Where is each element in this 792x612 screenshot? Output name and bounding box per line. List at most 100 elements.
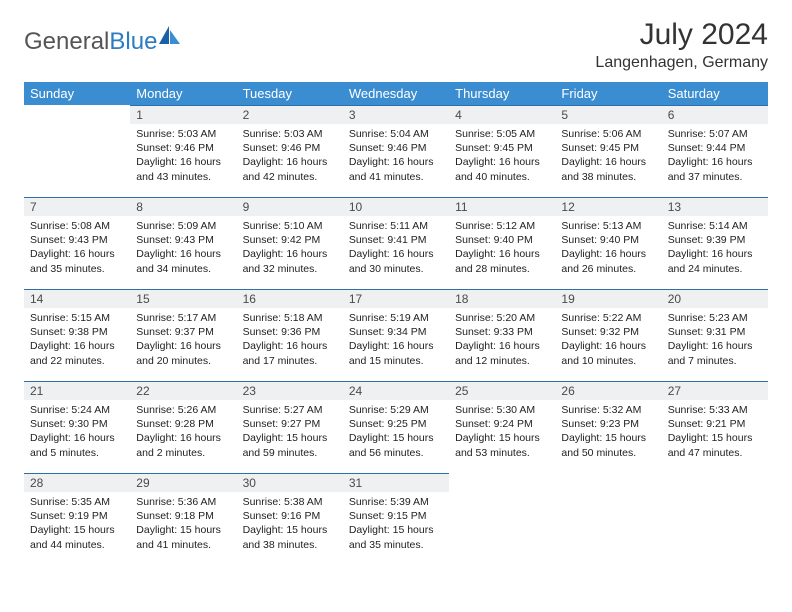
daylight-text: Daylight: 16 hours and 42 minutes. xyxy=(243,155,337,183)
sunrise-text: Sunrise: 5:24 AM xyxy=(30,403,124,417)
day-number: 26 xyxy=(555,381,661,400)
daylight-text: Daylight: 16 hours and 22 minutes. xyxy=(30,339,124,367)
sunrise-text: Sunrise: 5:26 AM xyxy=(136,403,230,417)
daylight-text: Daylight: 15 hours and 38 minutes. xyxy=(243,523,337,551)
day-details: Sunrise: 5:14 AMSunset: 9:39 PMDaylight:… xyxy=(662,216,768,280)
brand-part1: General xyxy=(24,28,109,55)
calendar-day-cell: 1Sunrise: 5:03 AMSunset: 9:46 PMDaylight… xyxy=(130,105,236,197)
calendar-day-cell: 29Sunrise: 5:36 AMSunset: 9:18 PMDayligh… xyxy=(130,473,236,565)
day-number: 12 xyxy=(555,197,661,216)
sunrise-text: Sunrise: 5:09 AM xyxy=(136,219,230,233)
sunset-text: Sunset: 9:34 PM xyxy=(349,325,443,339)
sunrise-text: Sunrise: 5:20 AM xyxy=(455,311,549,325)
day-number: 30 xyxy=(237,473,343,492)
daylight-text: Daylight: 16 hours and 41 minutes. xyxy=(349,155,443,183)
sunset-text: Sunset: 9:30 PM xyxy=(30,417,124,431)
calendar-day-cell: 23Sunrise: 5:27 AMSunset: 9:27 PMDayligh… xyxy=(237,381,343,473)
day-details: Sunrise: 5:04 AMSunset: 9:46 PMDaylight:… xyxy=(343,124,449,188)
day-number: 21 xyxy=(24,381,130,400)
calendar-week-row: 21 Sunrise: 5:24 AMSunset: 9:30 PM Dayligh… xyxy=(24,381,768,473)
calendar-page: GeneralBlue July 2024 Langenhagen, Germa… xyxy=(0,0,792,583)
day-details: Sunrise: 5:06 AMSunset: 9:45 PMDaylight:… xyxy=(555,124,661,188)
calendar-day-cell: 19Sunrise: 5:22 AMSunset: 9:32 PMDayligh… xyxy=(555,289,661,381)
day-header: Friday xyxy=(555,82,661,105)
day-number: 10 xyxy=(343,197,449,216)
page-location: Langenhagen, Germany xyxy=(595,54,768,72)
calendar-day-cell: 6Sunrise: 5:07 AMSunset: 9:44 PMDaylight… xyxy=(662,105,768,197)
sunset-text: Sunset: 9:16 PM xyxy=(243,509,337,523)
calendar-day-cell: 14Sunrise: 5:15 AMSunset: 9:38 PMDayligh… xyxy=(24,289,130,381)
sunrise-text: Sunrise: 5:19 AM xyxy=(349,311,443,325)
sunrise-text: Sunrise: 5:15 AM xyxy=(30,311,124,325)
calendar-day-cell: 22Sunrise: 5:26 AMSunset: 9:28 PMDayligh… xyxy=(130,381,236,473)
calendar-header-row: Sunday Monday Tuesday Wednesday Thursday… xyxy=(24,82,768,105)
sunset-text: Sunset: 9:31 PM xyxy=(668,325,762,339)
calendar-day-cell: 10Sunrise: 5:11 AMSunset: 9:41 PMDayligh… xyxy=(343,197,449,289)
calendar-day-cell: 2Sunrise: 5:03 AMSunset: 9:46 PMDaylight… xyxy=(237,105,343,197)
sunset-text: Sunset: 9:15 PM xyxy=(349,509,443,523)
sunrise-text: Sunrise: 5:36 AM xyxy=(136,495,230,509)
calendar-day-cell xyxy=(449,473,555,565)
daylight-text: Daylight: 16 hours and 35 minutes. xyxy=(30,247,124,275)
sunset-text: Sunset: 9:28 PM xyxy=(136,417,230,431)
daylight-text: Daylight: 15 hours and 44 minutes. xyxy=(30,523,124,551)
calendar-day-cell: 8Sunrise: 5:09 AMSunset: 9:43 PMDaylight… xyxy=(130,197,236,289)
daylight-text: Daylight: 15 hours and 59 minutes. xyxy=(243,431,337,459)
sunset-text: Sunset: 9:19 PM xyxy=(30,509,124,523)
daylight-text: Daylight: 16 hours and 20 minutes. xyxy=(136,339,230,367)
calendar-week-row: 28Sunrise: 5:35 AMSunset: 9:19 PMDayligh… xyxy=(24,473,768,565)
day-number: 18 xyxy=(449,289,555,308)
calendar-table: Sunday Monday Tuesday Wednesday Thursday… xyxy=(24,82,768,565)
daylight-text: Daylight: 16 hours and 37 minutes. xyxy=(668,155,762,183)
calendar-week-row: 1Sunrise: 5:03 AMSunset: 9:46 PMDaylight… xyxy=(24,105,768,197)
day-number: 6 xyxy=(662,105,768,124)
day-header: Tuesday xyxy=(237,82,343,105)
day-number: 20 xyxy=(662,289,768,308)
sunrise-text: Sunrise: 5:05 AM xyxy=(455,127,549,141)
day-header: Monday xyxy=(130,82,236,105)
day-details: Sunrise: 5:26 AMSunset: 9:28 PMDaylight:… xyxy=(130,400,236,464)
sunset-text: Sunset: 9:27 PM xyxy=(243,417,337,431)
daylight-text: Daylight: 16 hours and 32 minutes. xyxy=(243,247,337,275)
day-details: Sunrise: 5:20 AMSunset: 9:33 PMDaylight:… xyxy=(449,308,555,372)
sunrise-text: Sunrise: 5:07 AM xyxy=(668,127,762,141)
daylight-text: Daylight: 16 hours and 38 minutes. xyxy=(561,155,655,183)
calendar-day-cell: 28Sunrise: 5:35 AMSunset: 9:19 PMDayligh… xyxy=(24,473,130,565)
calendar-week-row: 7Sunrise: 5:08 AMSunset: 9:43 PMDaylight… xyxy=(24,197,768,289)
day-number: 24 xyxy=(343,381,449,400)
sunset-text: Sunset: 9:41 PM xyxy=(349,233,443,247)
day-number: 17 xyxy=(343,289,449,308)
day-details: Sunrise: 5:33 AMSunset: 9:21 PMDaylight:… xyxy=(662,400,768,464)
calendar-day-cell: 13Sunrise: 5:14 AMSunset: 9:39 PMDayligh… xyxy=(662,197,768,289)
day-details: Sunrise: 5:39 AMSunset: 9:15 PMDaylight:… xyxy=(343,492,449,556)
sunset-text: Sunset: 9:24 PM xyxy=(455,417,549,431)
calendar-body: 1Sunrise: 5:03 AMSunset: 9:46 PMDaylight… xyxy=(24,105,768,565)
day-details: Sunrise: 5:05 AMSunset: 9:45 PMDaylight:… xyxy=(449,124,555,188)
day-details: Sunrise: 5:10 AMSunset: 9:42 PMDaylight:… xyxy=(237,216,343,280)
day-details: Sunrise: 5:36 AMSunset: 9:18 PMDaylight:… xyxy=(130,492,236,556)
brand-part2: Blue xyxy=(109,28,157,55)
daylight-text: Daylight: 16 hours and 10 minutes. xyxy=(561,339,655,367)
sunset-text: Sunset: 9:43 PM xyxy=(30,233,124,247)
daylight-text: Daylight: 16 hours and 7 minutes. xyxy=(668,339,762,367)
sunset-text: Sunset: 9:18 PM xyxy=(136,509,230,523)
calendar-day-cell xyxy=(555,473,661,565)
sunset-text: Sunset: 9:46 PM xyxy=(243,141,337,155)
day-number: 28 xyxy=(24,473,130,492)
day-number: 8 xyxy=(130,197,236,216)
sunrise-text: Sunrise: 5:29 AM xyxy=(349,403,443,417)
day-details: Sunrise: 5:32 AMSunset: 9:23 PMDaylight:… xyxy=(555,400,661,464)
page-title: July 2024 xyxy=(595,18,768,52)
calendar-day-cell: 12Sunrise: 5:13 AMSunset: 9:40 PMDayligh… xyxy=(555,197,661,289)
day-number: 4 xyxy=(449,105,555,124)
daylight-text: Daylight: 16 hours and 30 minutes. xyxy=(349,247,443,275)
calendar-day-cell xyxy=(662,473,768,565)
brand-text: GeneralBlue xyxy=(24,28,157,56)
day-number: 25 xyxy=(449,381,555,400)
day-details: Sunrise: 5:35 AMSunset: 9:19 PMDaylight:… xyxy=(24,492,130,556)
day-number: 14 xyxy=(24,289,130,308)
sunset-text: Sunset: 9:21 PM xyxy=(668,417,762,431)
day-number: 5 xyxy=(555,105,661,124)
sunrise-text: Sunrise: 5:03 AM xyxy=(243,127,337,141)
day-details: Sunrise: 5:08 AMSunset: 9:43 PMDaylight:… xyxy=(24,216,130,280)
